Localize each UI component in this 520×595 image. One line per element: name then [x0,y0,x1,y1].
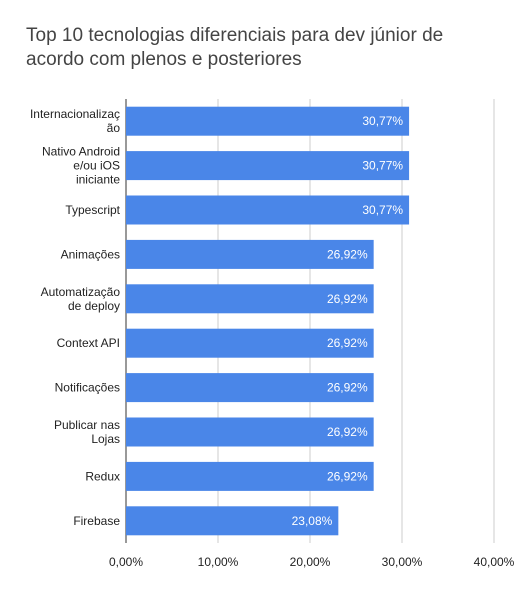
bar [126,106,410,136]
category-label: Animações [61,247,120,261]
value-labels: 30,77% 30,77% 30,77% 26,92% 26,92% 26,92% 26,9… [292,114,404,528]
chart-title: Top 10 tecnologias diferenciais para dev… [26,25,444,70]
bar [126,239,374,269]
bar [126,461,374,491]
category-label: Internacionalizaç ão [30,107,120,135]
x-tick-label: 10,00% [198,555,239,569]
bars [126,106,410,536]
category-label: Context API [57,336,120,350]
category-labels: Internacionalizaç ão Nativo Android e/ou iO… [30,107,121,528]
category-label: Firebase [73,514,120,528]
bar [126,506,339,536]
bar [126,417,374,447]
value-label: 26,92% [327,336,368,350]
x-tick-label: 0,00% [109,555,143,569]
value-label: 26,92% [327,425,368,439]
value-label: 30,77% [362,203,403,217]
category-label: Nativo Android e/ou iOS iniciante [42,145,120,187]
x-tick-labels: 0,00% 10,00% 20,00% 30,00% 40,00% [109,555,515,569]
x-tick-label: 30,00% [382,555,423,569]
category-label: Publicar nas Lojas [54,418,120,446]
bar [126,373,374,403]
category-label: Automatização de deploy [41,285,121,313]
bar [126,151,410,181]
value-label: 30,77% [362,114,403,128]
x-tick-label: 20,00% [290,555,331,569]
bar [126,328,374,358]
category-label: Notificações [55,381,120,395]
value-label: 23,08% [292,514,333,528]
category-label: Redux [85,469,120,483]
value-label: 26,92% [327,381,368,395]
value-label: 26,92% [327,292,368,306]
bar [126,195,410,225]
x-tick-label: 40,00% [474,555,515,569]
category-label: Typescript [65,203,120,217]
value-label: 26,92% [327,469,368,483]
value-label: 26,92% [327,247,368,261]
bar [126,284,374,314]
value-label: 30,77% [362,159,403,173]
